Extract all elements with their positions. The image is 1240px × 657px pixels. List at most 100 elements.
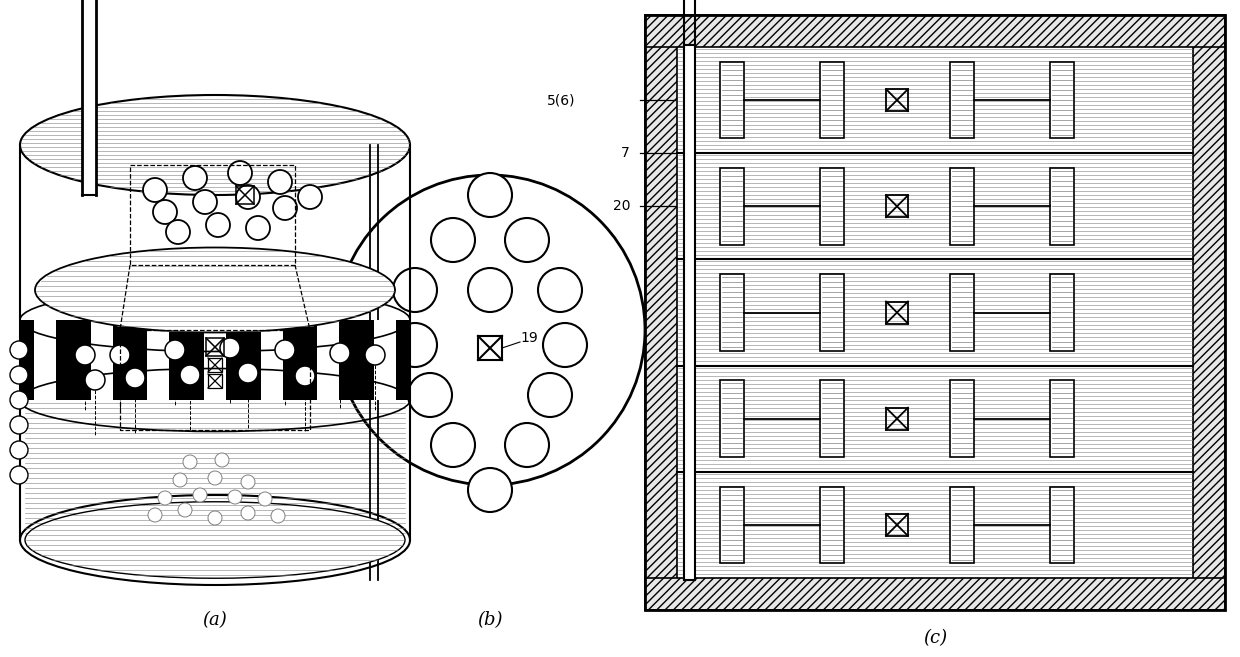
Bar <box>374 320 396 400</box>
Circle shape <box>467 268 512 312</box>
Bar <box>720 274 744 351</box>
Circle shape <box>393 323 436 367</box>
Circle shape <box>125 368 145 388</box>
Circle shape <box>110 345 130 365</box>
Bar <box>91 320 113 400</box>
Bar <box>148 320 170 400</box>
Circle shape <box>157 491 172 505</box>
Circle shape <box>153 200 177 224</box>
Circle shape <box>467 173 512 217</box>
Bar <box>1050 380 1074 457</box>
Circle shape <box>166 220 190 244</box>
Bar <box>20 320 410 400</box>
Circle shape <box>143 178 167 202</box>
Bar <box>260 320 283 400</box>
Ellipse shape <box>20 495 410 585</box>
Bar <box>1050 62 1074 139</box>
Bar <box>1193 15 1225 610</box>
Circle shape <box>543 323 587 367</box>
Bar <box>683 45 694 580</box>
Text: 5(6): 5(6) <box>547 93 575 107</box>
Circle shape <box>193 488 207 502</box>
Circle shape <box>184 455 197 469</box>
Bar <box>887 195 908 217</box>
Bar <box>206 338 224 356</box>
Bar <box>720 380 744 457</box>
Text: (b): (b) <box>477 611 502 629</box>
Circle shape <box>206 213 229 237</box>
Bar <box>1050 168 1074 244</box>
Circle shape <box>228 161 252 185</box>
Bar <box>1050 274 1074 351</box>
Bar <box>887 302 908 323</box>
Bar <box>820 487 844 563</box>
Circle shape <box>268 170 291 194</box>
Circle shape <box>273 196 298 220</box>
Circle shape <box>193 190 217 214</box>
Circle shape <box>408 373 453 417</box>
Circle shape <box>528 373 572 417</box>
Circle shape <box>10 466 29 484</box>
Bar <box>820 168 844 244</box>
Bar <box>205 320 226 400</box>
Circle shape <box>393 268 436 312</box>
Text: 7: 7 <box>621 147 630 160</box>
Bar <box>1050 487 1074 563</box>
Bar <box>820 274 844 351</box>
Bar <box>950 487 973 563</box>
Circle shape <box>241 475 255 489</box>
Circle shape <box>208 471 222 485</box>
Bar <box>887 408 908 430</box>
Text: 19: 19 <box>520 331 538 345</box>
Circle shape <box>538 268 582 312</box>
Circle shape <box>86 370 105 390</box>
Bar <box>208 358 222 372</box>
Circle shape <box>10 341 29 359</box>
Ellipse shape <box>35 248 396 332</box>
Circle shape <box>219 338 241 358</box>
Circle shape <box>258 492 272 506</box>
Bar <box>720 168 744 244</box>
Circle shape <box>179 503 192 517</box>
Circle shape <box>295 366 315 386</box>
Circle shape <box>246 216 270 240</box>
Circle shape <box>432 423 475 467</box>
Ellipse shape <box>20 95 410 195</box>
Circle shape <box>432 218 475 262</box>
Bar <box>887 514 908 536</box>
Bar <box>950 380 973 457</box>
Circle shape <box>505 218 549 262</box>
Bar <box>950 168 973 244</box>
Circle shape <box>10 441 29 459</box>
Bar <box>720 62 744 139</box>
Bar <box>645 15 677 610</box>
Circle shape <box>180 365 200 385</box>
Circle shape <box>467 468 512 512</box>
Bar <box>720 487 744 563</box>
Text: (c): (c) <box>923 629 947 647</box>
Bar <box>645 578 1225 610</box>
Circle shape <box>10 366 29 384</box>
Bar <box>236 186 254 204</box>
Bar <box>208 374 222 388</box>
Circle shape <box>238 363 258 383</box>
Bar <box>820 62 844 139</box>
Bar <box>477 336 502 360</box>
Circle shape <box>10 416 29 434</box>
Bar <box>950 62 973 139</box>
Circle shape <box>365 345 384 365</box>
Circle shape <box>241 506 255 520</box>
Bar <box>33 320 56 400</box>
Circle shape <box>228 490 242 504</box>
Circle shape <box>10 391 29 409</box>
Text: (a): (a) <box>202 611 227 629</box>
Circle shape <box>165 340 185 360</box>
Circle shape <box>208 511 222 525</box>
Circle shape <box>272 509 285 523</box>
Bar <box>645 15 1225 47</box>
Circle shape <box>215 453 229 467</box>
Text: 20: 20 <box>613 199 630 214</box>
Circle shape <box>184 166 207 190</box>
Circle shape <box>74 345 95 365</box>
Ellipse shape <box>25 502 405 578</box>
